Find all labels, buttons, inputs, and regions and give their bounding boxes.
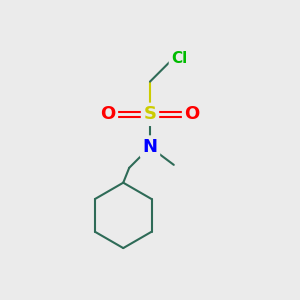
Text: O: O <box>184 105 200 123</box>
Text: Cl: Cl <box>171 51 187 66</box>
Text: S: S <box>143 105 157 123</box>
Text: N: N <box>142 138 158 156</box>
Text: O: O <box>100 105 116 123</box>
